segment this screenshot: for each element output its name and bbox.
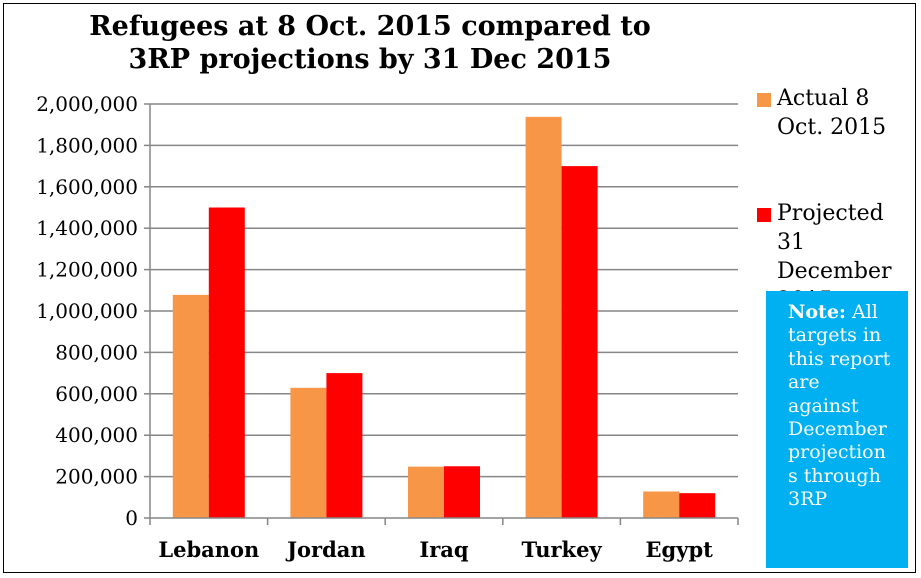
- legend-label-actual: Actual 8 Oct. 2015: [777, 86, 887, 140]
- bar-turkey-actual: [525, 116, 562, 519]
- bars: [172, 116, 716, 519]
- y-tick-label: 600,000: [55, 382, 138, 406]
- legend-swatch-actual: [757, 93, 771, 107]
- x-axis-labels: Lebanon Jordan Iraq Turkey Egypt: [158, 537, 713, 562]
- y-tick-label: 800,000: [55, 340, 138, 364]
- bar-lebanon-actual: [172, 294, 209, 518]
- y-tick-label: 1,400,000: [36, 216, 138, 240]
- legend-label-projected: Projected 31 December 2015: [777, 201, 892, 313]
- legend-swatch-projected: [757, 208, 771, 222]
- chart-title: Refugees at 8 Oct. 2015 compared to 3RP …: [89, 11, 651, 75]
- x-tick-label: Turkey: [522, 537, 603, 562]
- y-tick-label: 400,000: [55, 423, 138, 447]
- y-tick-label: 1,000,000: [36, 299, 138, 323]
- y-axis-ticks: 0 200,000 400,000 600,000 800,000 1,000,000 1,…: [36, 92, 150, 530]
- x-tick-label: Egypt: [646, 537, 714, 562]
- y-tick-label: 0: [125, 506, 138, 530]
- axes: [149, 104, 739, 525]
- y-tick-label: 2,000,000: [36, 92, 138, 116]
- x-tick-label: Jordan: [285, 537, 366, 562]
- bar-lebanon-projected: [208, 207, 245, 518]
- y-tick-label: 1,200,000: [36, 258, 138, 282]
- x-tick-label: Iraq: [419, 537, 468, 562]
- bar-jordan-projected: [326, 373, 363, 518]
- bar-egypt-actual: [643, 491, 680, 518]
- y-tick-label: 200,000: [55, 465, 138, 489]
- note-lead: Note:: [788, 301, 846, 323]
- note-box: Note: All targets in this report are aga…: [766, 291, 908, 568]
- bar-iraq-projected: [444, 466, 480, 518]
- y-tick-label: 1,800,000: [36, 133, 138, 157]
- bar-turkey-projected: [561, 166, 598, 518]
- bar-egypt-projected: [679, 493, 716, 518]
- bar-jordan-actual: [290, 387, 327, 518]
- x-tick-label: Lebanon: [158, 537, 259, 562]
- bar-iraq-actual: [408, 466, 444, 518]
- y-tick-label: 1,600,000: [36, 175, 138, 199]
- gridlines: [150, 103, 738, 478]
- note-text: All targets in this report are against D…: [788, 301, 891, 511]
